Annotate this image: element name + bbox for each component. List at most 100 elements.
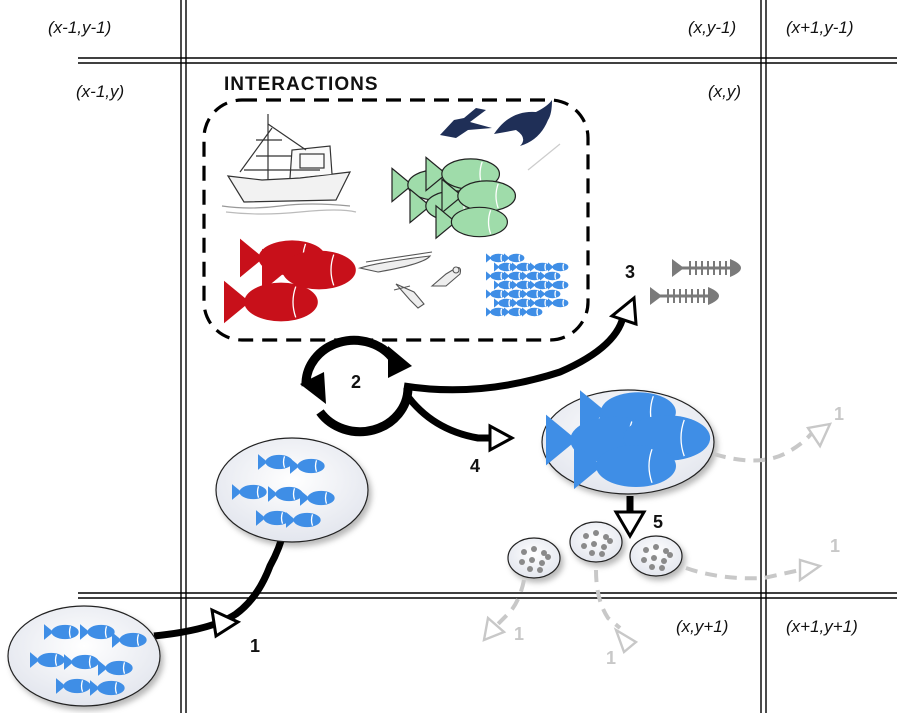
fish-icon [80,624,115,640]
step-label-faded-bottom-mid: 1 [606,648,617,668]
egg [649,564,655,570]
fish-icon [504,289,525,299]
fish-icon [300,490,335,506]
fish-skeleton [672,259,741,277]
step-label-1: 1 [250,636,261,656]
step-label-faded-bottom-left: 1 [514,624,525,644]
green-fish-group [391,156,517,240]
arrow-migration [153,529,288,640]
egg [519,559,525,565]
grid-lines [78,0,897,713]
step-label-faded-far-right: 1 [830,536,841,556]
fish-icon [98,660,133,676]
egg [581,543,587,549]
fish-icon [522,307,543,317]
cell-label-bottom-right: (x+1,y+1) [786,617,858,636]
cycle-arrow-icon [301,335,413,437]
zooplankton-icon [357,251,462,309]
egg [537,567,543,573]
cell-label-top-left: (x-1,y-1) [48,18,112,37]
fish-icon [522,271,543,281]
red-fish-group [224,238,356,324]
arrow-mortality [403,311,628,394]
fish-icon [530,262,551,272]
egg [661,558,667,564]
arrow-growth [403,391,494,442]
fish-icon [504,253,525,263]
egg [545,554,551,560]
egg [589,550,595,556]
fish-icon [512,262,533,272]
fish-icon [486,289,507,299]
fish-icon [256,510,291,526]
egg [599,551,605,557]
egg [521,549,527,555]
fish-icon [548,262,569,272]
egg [527,566,533,572]
fish-icon [540,271,561,281]
egg [539,560,545,566]
fish-icon [512,280,533,290]
fish-icon [504,271,525,281]
cell-label-mid-left: (x-1,y) [76,82,125,101]
fish-icon [112,632,147,648]
fish-icon [494,280,515,290]
fish-icon [224,280,318,324]
egg [591,541,597,547]
fish-icon [286,512,321,528]
blue-fish-adult [546,390,711,490]
seabird-dolphin-icon [440,100,552,146]
fish-icon [90,680,125,696]
egg [651,555,657,561]
fishing-boat-icon [221,114,357,215]
cell-label-top-center: (x,y-1) [688,18,737,37]
fish-icon [530,298,551,308]
egg [529,557,535,563]
step-label-4: 4 [470,456,481,476]
egg [601,544,607,550]
egg [541,550,547,556]
fish-icon [548,280,569,290]
egg [641,557,647,563]
blue-fish-school [486,253,569,317]
fish-icon [494,298,515,308]
fish-icon [486,253,507,263]
step-label-3: 3 [625,262,636,282]
step-label-2: 2 [351,372,362,392]
faded-dispersal-arrows [494,428,816,630]
fish-icon [574,442,676,490]
fish-icon [530,280,551,290]
egg [583,533,589,539]
cell-label-mid-center: (x,y) [708,82,742,101]
egg [607,538,613,544]
cell-label-bottom-center: (x,y+1) [676,617,729,636]
fish-icon [268,486,303,502]
fish-icon [522,289,543,299]
fish-icon [540,289,561,299]
fish-icon [232,484,267,500]
step-label-faded-right: 1 [834,404,845,424]
egg [593,530,599,536]
fish-icon [44,624,79,640]
fish-icon [486,271,507,281]
fish-icon [262,248,356,292]
fish-icon [504,307,525,317]
fish-icon [258,454,293,470]
blue-fish-school [232,454,335,528]
cell-label-top-right: (x+1,y-1) [786,18,854,37]
fish-skeleton [650,287,719,305]
egg [667,552,673,558]
fish-icon [548,298,569,308]
fish-icon [30,652,65,668]
fish-icon [64,654,99,670]
egg [531,546,537,552]
egg [653,544,659,550]
egg [643,547,649,553]
faded-arrowheads [482,422,833,655]
fish-icon [486,307,507,317]
step-label-5: 5 [653,512,664,532]
fish-icon [56,678,91,694]
egg [659,565,665,571]
